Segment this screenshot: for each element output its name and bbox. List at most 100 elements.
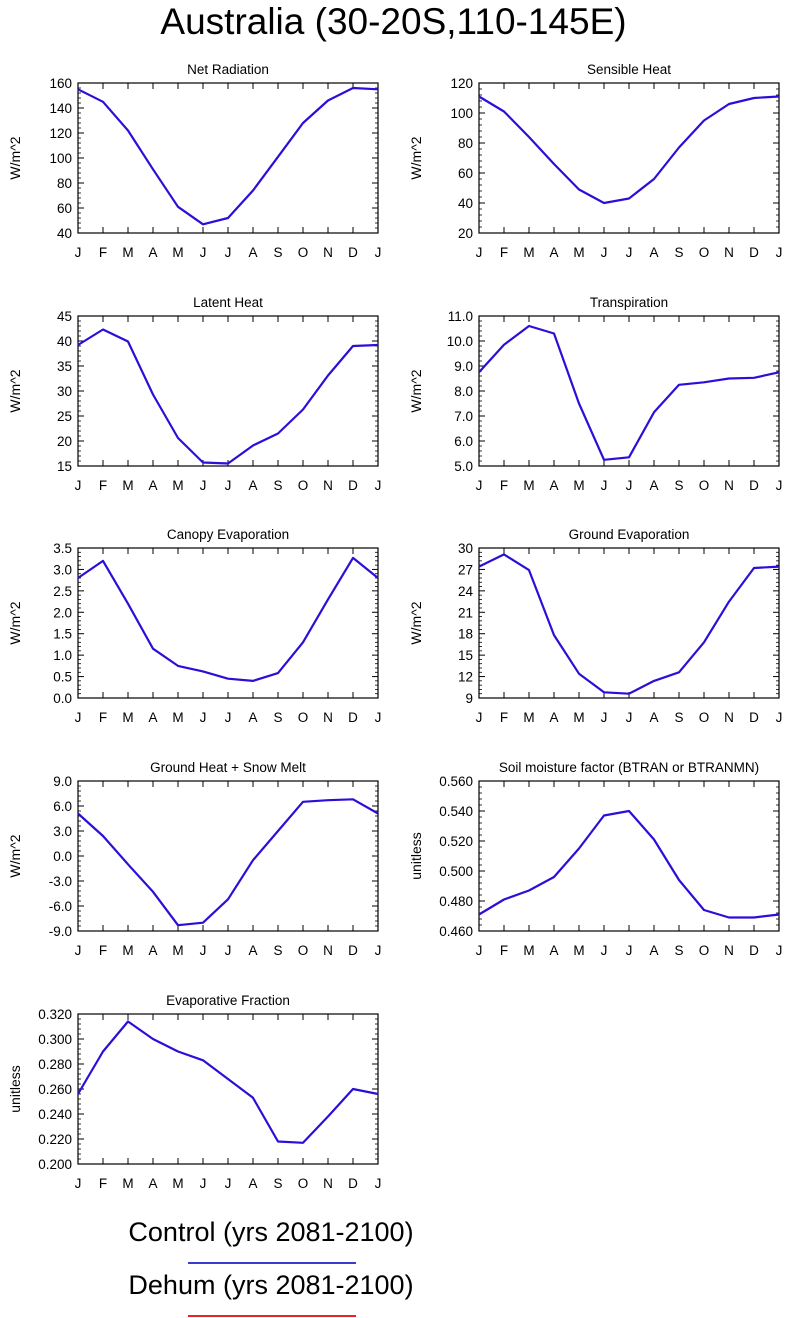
chart-4-ytick-label-5: 10.0 [447,334,473,349]
chart-4-xtick-label-8: S [674,478,683,493]
chart-7-ytick-label-3: 0.0 [53,849,72,864]
chart-9-xtick-label-7: A [248,1176,257,1191]
chart-2-xtick-label-3: A [549,245,558,260]
chart-2-xtick-label-4: M [573,245,584,260]
chart-8-xtick-label-8: S [674,943,683,958]
chart-2-ytick-label-0: 20 [458,226,473,241]
chart-9-ytick-label-6: 0.320 [38,1007,72,1022]
chart-1-xtick-label-11: D [348,245,358,260]
chart-4-ytick-label-3: 8.0 [454,384,473,399]
chart-1-title: Net Radiation [187,62,269,77]
chart-3-ytick-label-3: 30 [57,384,72,399]
chart-6-xtick-label-5: J [601,710,608,725]
chart-1-xtick-label-10: N [323,245,333,260]
chart-5-ytick-label-7: 3.5 [53,541,72,556]
chart-9-ytick-label-5: 0.300 [38,1032,72,1047]
chart-1-xtick-label-3: A [148,245,157,260]
chart-6-ytick-label-0: 9 [465,691,473,706]
chart-8-ytick-label-4: 0.540 [439,804,473,819]
chart-3-xtick-label-0: J [75,478,82,493]
chart-9-xtick-label-9: O [298,1176,309,1191]
chart-1-xtick-label-7: A [248,245,257,260]
chart-3-ytick-label-0: 15 [57,459,72,474]
chart-1-ytick-label-5: 140 [49,101,72,116]
chart-3-ytick-label-4: 35 [57,359,72,374]
chart-3-xtick-label-12: J [375,478,382,493]
chart-7-xtick-label-4: M [172,943,183,958]
chart-3-xtick-label-7: A [248,478,257,493]
chart-6-xtick-label-1: F [500,710,508,725]
chart-7-xtick-label-11: D [348,943,358,958]
chart-7-xtick-label-5: J [200,943,207,958]
chart-7-xtick-label-8: S [273,943,282,958]
chart-5-ytick-label-4: 2.0 [53,605,72,620]
chart-6-xtick-label-2: M [523,710,534,725]
chart-5-ytick-label-2: 1.0 [53,648,72,663]
chart-6-xtick-label-0: J [476,710,483,725]
chart-4-xtick-label-4: M [573,478,584,493]
chart-6-frame [478,547,780,699]
chart-6-xtick-label-9: O [699,710,710,725]
chart-9-xtick-label-11: D [348,1176,358,1191]
chart-9-ytick-label-3: 0.260 [38,1082,72,1097]
chart-9-xtick-label-1: F [99,1176,107,1191]
chart-7-ytick-label-6: 9.0 [53,774,72,789]
chart-9-xtick-label-10: N [323,1176,333,1191]
chart-3-xtick-label-3: A [148,478,157,493]
chart-3-xtick-label-8: S [273,478,282,493]
chart-9-xtick-label-2: M [122,1176,133,1191]
legend-line-control [188,1262,356,1264]
chart-9-title: Evaporative Fraction [166,993,290,1008]
chart-4-title: Transpiration [590,295,668,310]
chart-8-xtick-label-0: J [476,943,483,958]
chart-5-frame [77,547,379,699]
chart-7-xtick-label-7: A [248,943,257,958]
chart-8-xtick-label-2: M [523,943,534,958]
chart-9-ytick-label-0: 0.200 [38,1157,72,1172]
chart-2-ytick-label-3: 80 [458,136,473,151]
chart-1-ylabel: W/m^2 [7,136,23,179]
chart-7-xtick-label-3: A [148,943,157,958]
chart-7-title: Ground Heat + Snow Melt [150,760,306,775]
chart-6-xtick-label-3: A [549,710,558,725]
chart-3-ytick-label-6: 45 [57,309,72,324]
chart-3-xtick-label-6: J [225,478,232,493]
chart-2-xtick-label-9: O [699,245,710,260]
chart-6-xtick-label-4: M [573,710,584,725]
chart-5-xtick-label-1: F [99,710,107,725]
chart-4-xtick-label-12: J [776,478,783,493]
chart-7-ytick-label-2: -3.0 [49,874,72,889]
chart-9-ytick-label-1: 0.220 [38,1132,72,1147]
chart-6-xtick-label-10: N [724,710,734,725]
page-title: Australia (30-20S,110-145E) [160,1,627,42]
chart-6-ytick-label-2: 15 [458,648,473,663]
chart-1-xtick-label-8: S [273,245,282,260]
chart-5-xtick-label-11: D [348,710,358,725]
chart-3-xtick-label-11: D [348,478,358,493]
chart-5-ytick-label-6: 3.0 [53,562,72,577]
chart-8-xtick-label-9: O [699,943,710,958]
chart-6-xtick-label-7: A [649,710,658,725]
chart-2-ytick-label-2: 60 [458,166,473,181]
chart-2-xtick-label-2: M [523,245,534,260]
chart-5-series-line-0 [77,556,379,683]
chart-7-xtick-label-0: J [75,943,82,958]
chart-7-xtick-label-2: M [122,943,133,958]
chart-8-frame [478,780,780,932]
chart-5-xtick-label-0: J [75,710,82,725]
chart-6-title: Ground Evaporation [569,527,690,542]
chart-7-ytick-label-4: 3.0 [53,824,72,839]
chart-5-xtick-label-7: A [248,710,257,725]
chart-6-series-line-0 [478,553,780,695]
chart-4-xtick-label-11: D [749,478,759,493]
chart-3-xtick-label-2: M [122,478,133,493]
chart-2-xtick-label-11: D [749,245,759,260]
chart-3-series-line-0 [77,328,379,465]
chart-8-xtick-label-11: D [749,943,759,958]
chart-8-xtick-label-12: J [776,943,783,958]
chart-2-ytick-label-1: 40 [458,196,473,211]
chart-1-xtick-label-1: F [99,245,107,260]
chart-5-title: Canopy Evaporation [167,527,289,542]
chart-2-ytick-label-4: 100 [450,106,473,121]
chart-5-xtick-label-8: S [273,710,282,725]
